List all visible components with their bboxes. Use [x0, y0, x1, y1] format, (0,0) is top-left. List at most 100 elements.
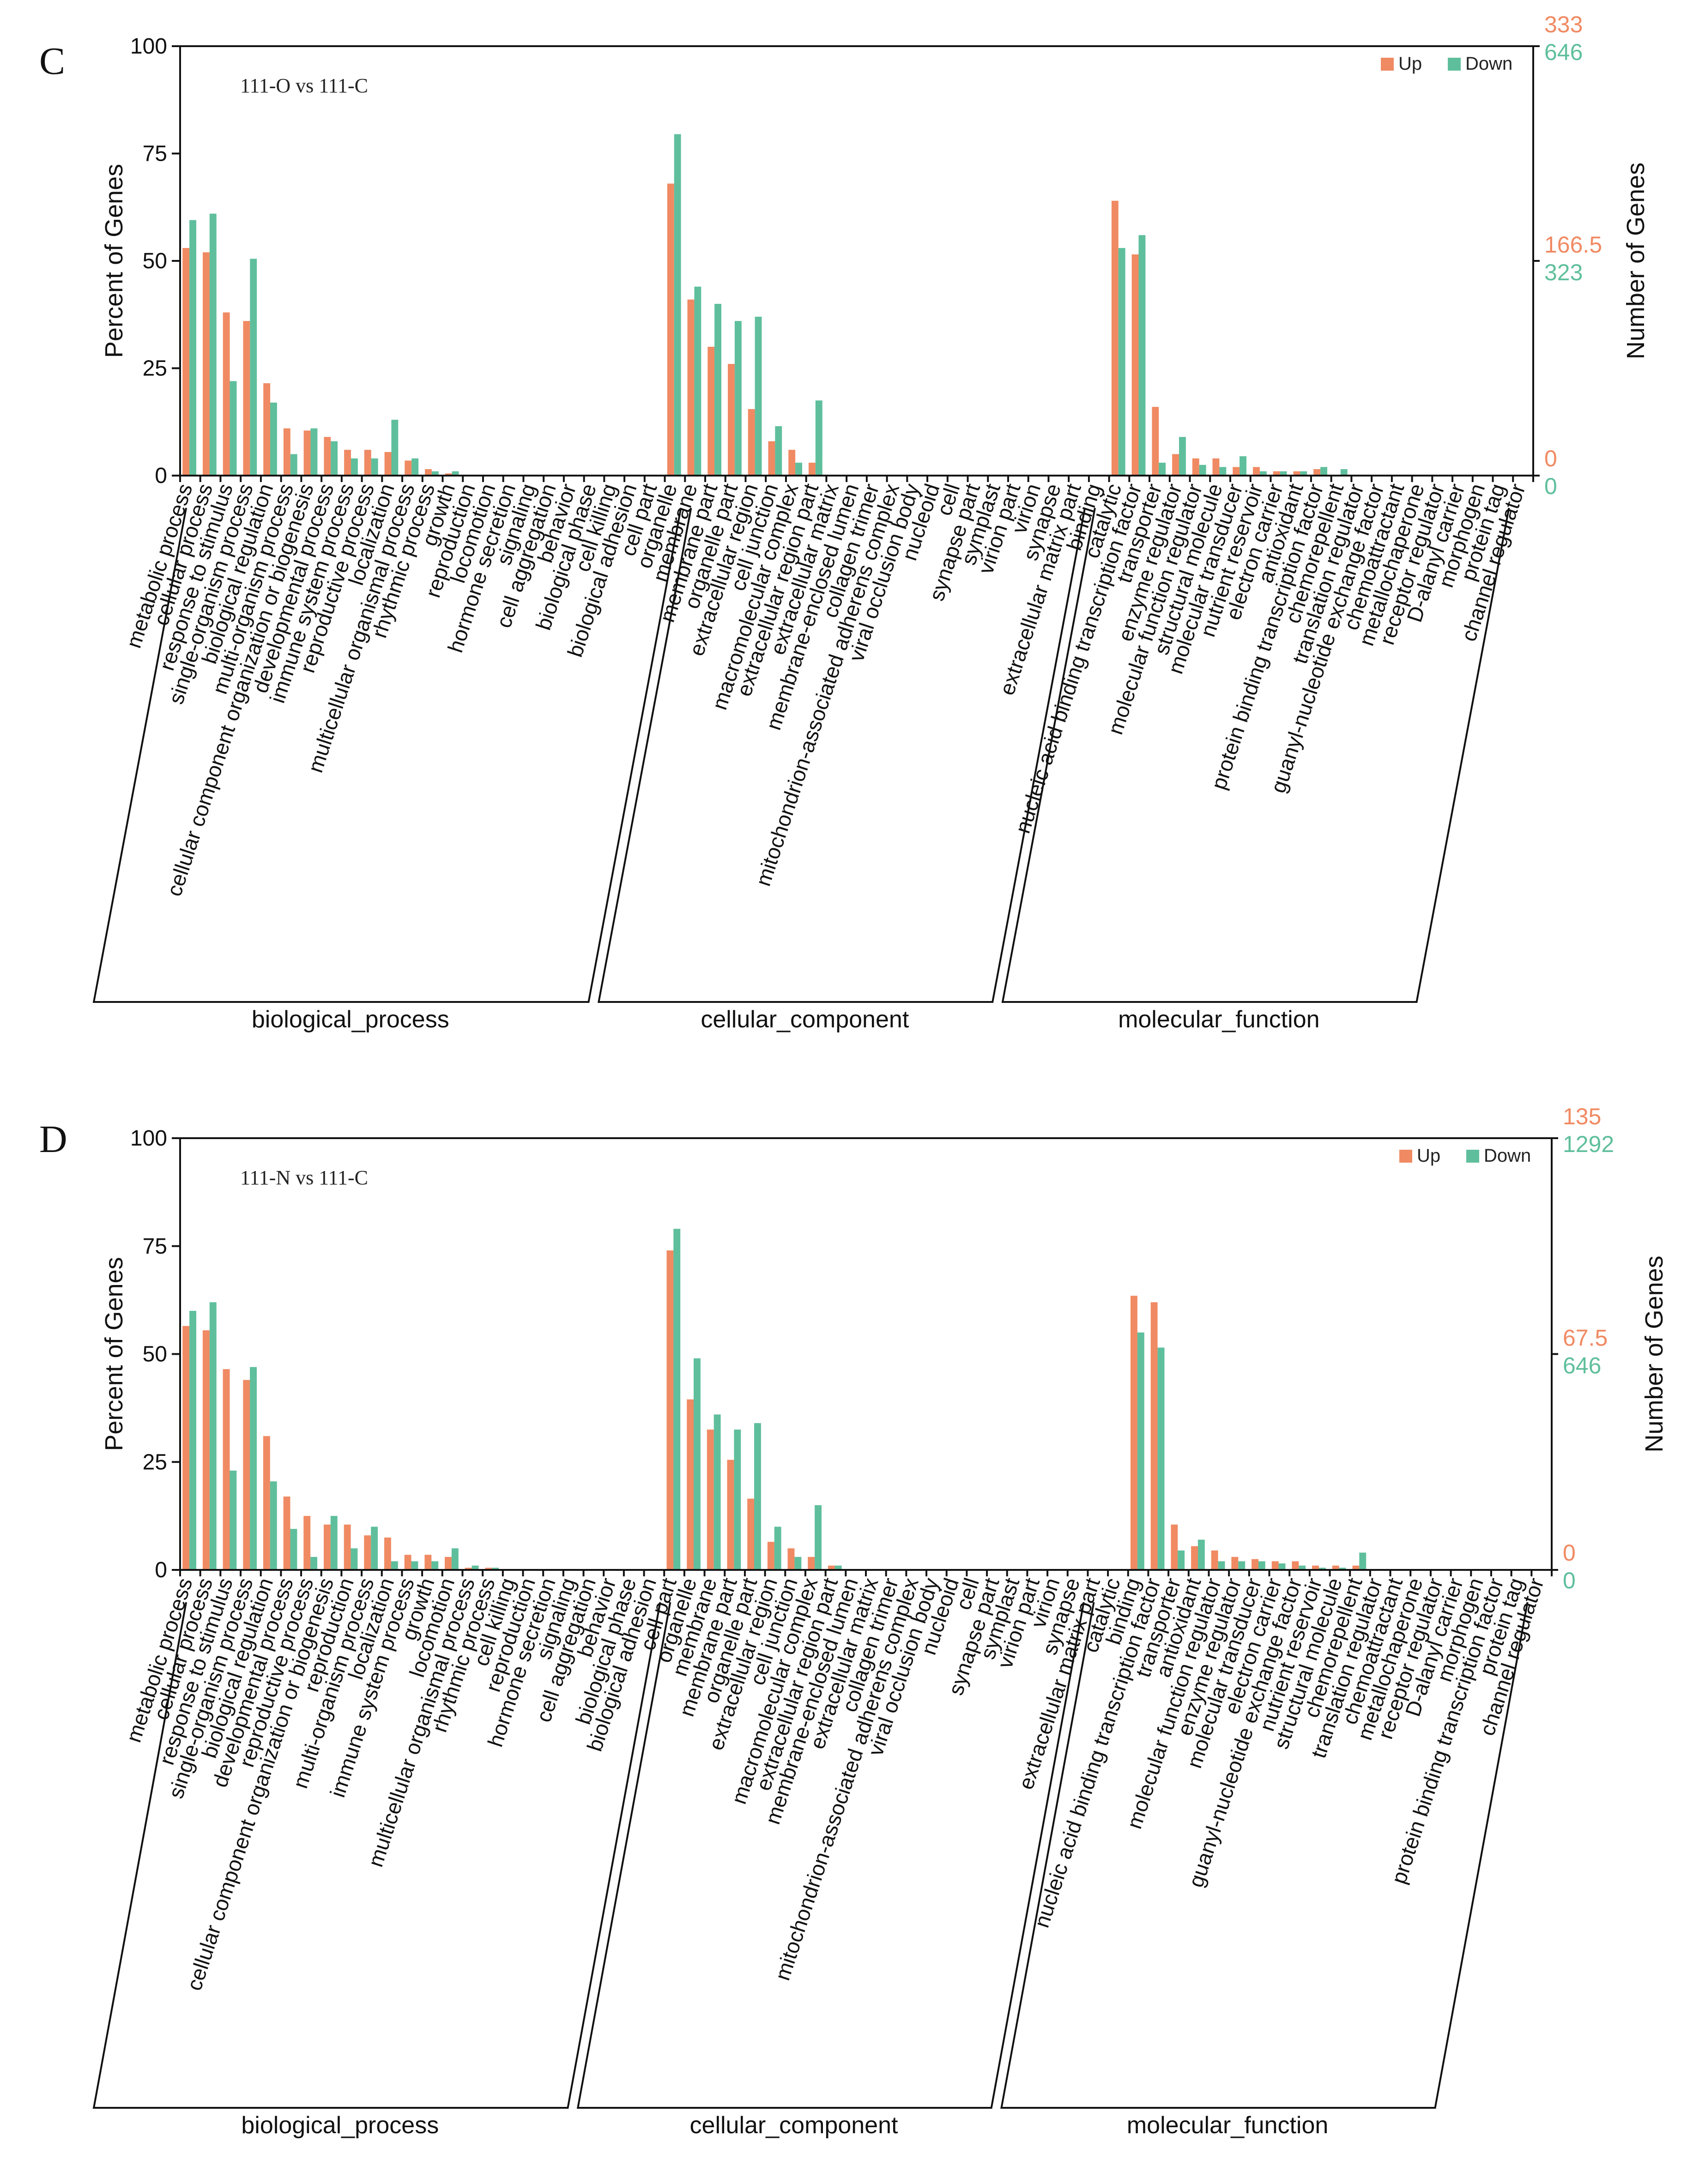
- bar-up-6: [303, 430, 311, 476]
- bar-up-48: [1150, 1302, 1158, 1570]
- legend-label-down: Down: [1465, 54, 1512, 74]
- bar-down-1: [209, 1302, 217, 1570]
- bar-down-25: [694, 1358, 701, 1570]
- bar-down-7: [331, 441, 338, 476]
- bar-down-3: [250, 259, 257, 476]
- bar-up-28: [747, 1498, 755, 1570]
- right-up-tick-label: 135: [1563, 1104, 1601, 1129]
- bar-up-50: [1191, 1546, 1198, 1570]
- right-up-tick-label: 0: [1563, 1540, 1576, 1566]
- bar-up-54: [1271, 1561, 1279, 1570]
- bar-down-52: [1240, 456, 1246, 476]
- right-up-tick-label: 166.5: [1544, 232, 1602, 258]
- bar-up-46: [1111, 200, 1119, 476]
- bar-up-11: [405, 460, 412, 476]
- bar-down-0: [189, 1311, 196, 1570]
- group-bracket-molecular_function: [1000, 1602, 1529, 2109]
- bar-up-50: [1192, 458, 1199, 476]
- bar-up-29: [768, 441, 775, 476]
- bar-up-54: [1273, 471, 1280, 476]
- group-bracket-cellular_component: [576, 1602, 1085, 2109]
- bar-down-55: [1300, 471, 1307, 476]
- right-up-tick-label: 0: [1544, 446, 1557, 471]
- bar-up-10: [384, 452, 392, 476]
- legend-swatch-down: [1448, 58, 1461, 71]
- bar-down-26: [713, 1414, 721, 1570]
- group-label-biological_process: biological_process: [252, 1006, 449, 1033]
- bar-up-57: [1332, 1565, 1339, 1570]
- bar-up-7: [324, 1524, 331, 1570]
- bar-down-12: [431, 1561, 439, 1570]
- bar-up-4: [263, 383, 271, 476]
- bar-up-4: [263, 1436, 270, 1570]
- y-axis-title: Percent of Genes: [100, 164, 128, 358]
- group-label-biological_process: biological_process: [241, 2112, 439, 2139]
- legend-swatch-up: [1399, 1150, 1412, 1163]
- legend-label-down: Down: [1484, 1146, 1531, 1166]
- panel-letter: D: [39, 1118, 67, 1161]
- bar-down-57: [1340, 469, 1348, 476]
- bar-up-15: [485, 1568, 492, 1570]
- bar-down-13: [451, 1548, 459, 1570]
- bar-down-53: [1259, 471, 1267, 476]
- bar-up-3: [243, 321, 250, 476]
- bar-up-29: [767, 1542, 774, 1570]
- y-tick-label: 25: [143, 1450, 167, 1474]
- group-label-molecular_function: molecular_function: [1118, 1006, 1319, 1033]
- bar-up-27: [728, 364, 735, 476]
- bar-down-54: [1280, 471, 1287, 476]
- bar-down-11: [411, 1561, 418, 1570]
- bar-down-10: [391, 1561, 398, 1570]
- y-tick-label: 100: [130, 1126, 167, 1151]
- bar-down-15: [492, 1568, 499, 1570]
- bar-up-30: [788, 450, 796, 476]
- bar-up-53: [1253, 467, 1260, 476]
- bar-up-2: [223, 1369, 230, 1570]
- bar-down-27: [734, 1430, 741, 1570]
- bar-up-5: [283, 1496, 290, 1570]
- bar-up-13: [445, 473, 452, 476]
- bar-up-0: [182, 1326, 190, 1570]
- bar-down-30: [795, 463, 802, 476]
- right-down-tick-label: 646: [1544, 39, 1583, 65]
- right-down-tick-label: 0: [1563, 1568, 1576, 1593]
- y2-axis-title: Number of Genes: [1622, 163, 1650, 359]
- chart-panel-c: C 111-O vs 111-C 0 25 50 75 100 333 166.5 0 646 323…: [39, 12, 1650, 1033]
- bar-up-48: [1152, 407, 1159, 476]
- panel-letter: C: [39, 40, 65, 83]
- bar-down-11: [411, 458, 419, 476]
- bar-down-56: [1320, 467, 1327, 476]
- group-label-cellular_component: cellular_component: [690, 2112, 898, 2139]
- bar-down-29: [774, 1526, 781, 1570]
- right-down-tick-label: 1292: [1563, 1131, 1614, 1157]
- y-tick-label: 50: [143, 1342, 167, 1367]
- bars: [182, 134, 1348, 476]
- bar-down-29: [775, 426, 782, 476]
- bar-down-13: [452, 471, 459, 476]
- bar-up-28: [748, 409, 755, 476]
- bar-down-12: [431, 471, 439, 476]
- bar-down-14: [472, 1565, 479, 1570]
- bar-down-6: [310, 428, 318, 476]
- comparison-title: 111-N vs 111-C: [240, 1166, 368, 1189]
- bar-down-46: [1118, 248, 1125, 476]
- bar-down-5: [290, 454, 297, 476]
- right-up-tick-label: 67.5: [1563, 1325, 1608, 1351]
- bar-up-26: [707, 347, 715, 476]
- bar-up-51: [1212, 458, 1220, 476]
- bar-down-28: [754, 1423, 761, 1570]
- bar-down-7: [330, 1516, 338, 1570]
- bar-up-14: [465, 1568, 472, 1570]
- bar-down-24: [673, 1229, 681, 1570]
- bars: [182, 1229, 1367, 1570]
- right-down-tick-label: 323: [1544, 259, 1583, 285]
- bar-down-4: [270, 402, 277, 476]
- bar-down-8: [351, 1548, 358, 1570]
- bar-down-31: [815, 1505, 822, 1570]
- bar-up-2: [223, 312, 230, 476]
- bar-up-9: [364, 450, 371, 476]
- bar-down-52: [1238, 1561, 1246, 1570]
- comparison-title: 111-O vs 111-C: [240, 74, 368, 97]
- bar-up-26: [707, 1430, 714, 1570]
- right-down-tick-label: 0: [1544, 473, 1557, 499]
